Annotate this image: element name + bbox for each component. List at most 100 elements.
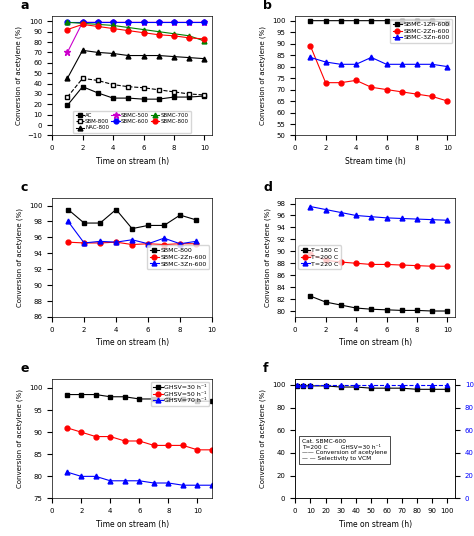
X-axis label: Time on stream (h): Time on stream (h) (338, 520, 411, 528)
SBMC-800 (141, 29, 146, 36)
GHSV=50 h⁻¹ (151, 442, 157, 449)
SBMC-3Zn-600 (65, 218, 71, 225)
GHSV=70 h⁻¹ (108, 478, 113, 484)
SBMC-500 (201, 19, 207, 26)
SBMC-700 (80, 20, 85, 27)
SBMC-800 (201, 36, 207, 42)
SBMC-600 (141, 19, 146, 26)
SBMC-1Zn-600 (308, 18, 313, 24)
SBM-800 (95, 77, 100, 84)
SBMC-600 (156, 19, 162, 26)
GHSV=30 h⁻¹ (108, 393, 113, 400)
SBMC-2Zn-600 (193, 241, 199, 247)
Y-axis label: Conversion of acetylene (%): Conversion of acetylene (%) (16, 26, 22, 125)
SBMC-700 (64, 19, 70, 26)
SBMC-800 (171, 33, 177, 39)
GHSV=70 h⁻¹ (180, 482, 186, 488)
SBMC-2Zn-600 (445, 98, 450, 105)
AC (126, 95, 131, 101)
X-axis label: Time on stream (h): Time on stream (h) (96, 520, 169, 528)
SBMC-3Zn-600 (429, 61, 435, 68)
T=200 C (414, 263, 420, 269)
NAC-800 (126, 53, 131, 59)
NAC-800 (80, 47, 85, 54)
GHSV=50 h⁻¹ (64, 425, 70, 431)
SBMC-500 (95, 19, 100, 26)
GHSV=70 h⁻¹ (78, 473, 84, 480)
Line: SBMC-2Zn-600: SBMC-2Zn-600 (66, 240, 199, 247)
Line: SBMC-500: SBMC-500 (64, 19, 208, 56)
T=180 C (414, 307, 420, 314)
SBMC-2Zn-600 (308, 43, 313, 49)
SBMC-3Zn-600 (399, 61, 405, 68)
SBMC-800 (145, 222, 151, 229)
Legend: AC, SBM-800, NAC-800, SBMC-500, SBMC-600, SBMC-700, SBMC-800: AC, SBM-800, NAC-800, SBMC-500, SBMC-600… (73, 111, 191, 133)
T=200 C (308, 251, 313, 257)
X-axis label: Time on stream (h): Time on stream (h) (96, 157, 169, 166)
SBMC-3Zn-600 (323, 59, 328, 65)
NAC-800 (186, 54, 192, 61)
T=180 C (383, 307, 389, 313)
Y-axis label: Conversion of acetylene (%): Conversion of acetylene (%) (260, 389, 266, 488)
T=200 C (368, 261, 374, 267)
AC (64, 102, 70, 109)
SBMC-500 (80, 19, 85, 26)
SBMC-600 (95, 19, 100, 26)
SBMC-3Zn-600 (145, 241, 151, 247)
SBMC-600 (186, 19, 192, 26)
Line: T=180 C: T=180 C (308, 294, 450, 314)
SBMC-500 (110, 19, 116, 26)
SBMC-2Zn-600 (81, 240, 87, 246)
GHSV=70 h⁻¹ (137, 478, 142, 484)
SBM-800 (171, 88, 177, 95)
Line: T=200 C: T=200 C (308, 252, 450, 269)
SBMC-500 (126, 19, 131, 26)
GHSV=50 h⁻¹ (209, 446, 215, 453)
SBMC-3Zn-600 (414, 61, 420, 68)
SBMC-3Zn-600 (129, 236, 135, 243)
T=200 C (429, 263, 435, 270)
SBM-800 (64, 94, 70, 100)
SBMC-2Zn-600 (129, 241, 135, 248)
GHSV=50 h⁻¹ (195, 446, 201, 453)
GHSV=50 h⁻¹ (93, 433, 99, 440)
SBMC-600 (80, 19, 85, 26)
SBMC-3Zn-600 (193, 238, 199, 244)
SBMC-700 (156, 28, 162, 35)
Legend: SBMC-1Zn-600, SBMC-2Zn-600, SBMC-3Zn-600: SBMC-1Zn-600, SBMC-2Zn-600, SBMC-3Zn-600 (390, 19, 452, 43)
T=220 C (323, 206, 328, 213)
GHSV=30 h⁻¹ (64, 391, 70, 398)
Line: SBMC-1Zn-600: SBMC-1Zn-600 (308, 18, 450, 25)
SBM-800 (80, 75, 85, 81)
SBMC-1Zn-600 (429, 18, 435, 24)
Line: AC: AC (65, 84, 207, 108)
SBMC-700 (201, 38, 207, 44)
Text: d: d (263, 181, 272, 194)
T=220 C (368, 213, 374, 220)
SBM-800 (156, 87, 162, 93)
GHSV=30 h⁻¹ (165, 396, 171, 402)
T=180 C (399, 307, 405, 314)
Line: GHSV=50 h⁻¹: GHSV=50 h⁻¹ (64, 425, 214, 452)
T=180 C (445, 308, 450, 314)
SBMC-3Zn-600 (368, 54, 374, 61)
GHSV=50 h⁻¹ (108, 433, 113, 440)
SBMC-800 (113, 206, 119, 213)
AC (156, 96, 162, 102)
SBMC-1Zn-600 (445, 20, 450, 26)
GHSV=70 h⁻¹ (64, 468, 70, 475)
NAC-800 (110, 50, 116, 57)
SBMC-600 (64, 19, 70, 26)
SBMC-2Zn-600 (323, 79, 328, 86)
SBMC-1Zn-600 (383, 18, 389, 24)
Text: Cat. SBMC-600
T=200 C       GHSV=30 h⁻¹
—— Conversion of acetylene
— — Selectivi: Cat. SBMC-600 T=200 C GHSV=30 h⁻¹ —— Con… (301, 439, 387, 461)
SBMC-500 (171, 19, 177, 26)
GHSV=30 h⁻¹ (195, 398, 201, 404)
SBMC-800 (193, 217, 199, 223)
GHSV=50 h⁻¹ (165, 442, 171, 449)
SBMC-3Zn-600 (161, 235, 167, 241)
Line: SBMC-700: SBMC-700 (65, 20, 207, 43)
GHSV=70 h⁻¹ (93, 473, 99, 480)
SBMC-600 (126, 19, 131, 26)
SBMC-500 (156, 19, 162, 26)
